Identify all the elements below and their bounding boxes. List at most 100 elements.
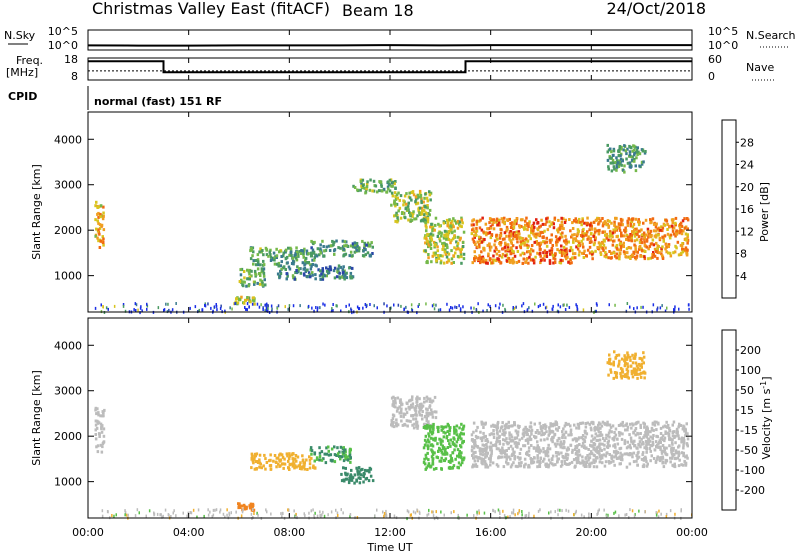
scatter-cell — [332, 303, 334, 306]
scatter-cell — [525, 430, 529, 434]
scatter-cell — [410, 398, 414, 402]
scatter-cell — [601, 241, 604, 245]
scatter-cell — [289, 462, 292, 466]
scatter-cell — [620, 370, 624, 373]
scatter-cell — [523, 465, 526, 469]
scatter-cell — [619, 431, 622, 435]
scatter-cell — [576, 456, 580, 460]
scatter-cell — [624, 362, 627, 366]
scatter-cell — [443, 513, 445, 517]
scatter-cell — [489, 226, 493, 230]
scatter-cell — [487, 231, 490, 235]
scatter-cell — [614, 433, 618, 437]
scatter-cell — [482, 431, 485, 435]
scatter-cell — [440, 428, 443, 432]
scatter-cell — [571, 233, 574, 237]
scatter-cell — [250, 512, 253, 516]
scatter-cell — [308, 455, 311, 459]
scatter-cell — [98, 435, 101, 438]
scatter-cell — [564, 218, 567, 222]
scatter-cell — [363, 186, 366, 190]
scatter-cell — [598, 245, 602, 249]
scatter-cell — [520, 461, 523, 465]
scatter-cell — [351, 245, 355, 249]
scatter-cell — [566, 453, 570, 457]
scatter-cell — [424, 249, 427, 253]
scatter-cell — [99, 212, 102, 216]
scatter-cell — [553, 442, 557, 446]
scatter-cell — [409, 398, 412, 402]
scatter-cell — [562, 427, 565, 431]
scatter-cell — [425, 260, 428, 264]
scatter-cell — [340, 508, 342, 512]
scatter-cell — [505, 460, 508, 464]
scatter-cell — [612, 149, 616, 153]
scatter-cell — [449, 224, 452, 228]
scatter-cell — [581, 421, 585, 425]
scatter-cell — [656, 445, 659, 449]
scatter-cell — [613, 223, 616, 227]
scatter-cell — [548, 429, 551, 433]
scatter-cell — [501, 432, 504, 436]
scatter-cell — [291, 462, 294, 466]
scatter-cell — [430, 260, 433, 264]
scatter-cell — [643, 425, 646, 429]
scatter-cell — [423, 400, 426, 404]
scatter-cell — [621, 374, 624, 378]
scatter-cell — [277, 264, 280, 268]
scatter-cell — [311, 306, 313, 310]
scatter-cell — [228, 513, 231, 517]
scatter-cell — [473, 257, 476, 261]
scatter-cell — [516, 455, 520, 459]
scatter-cell — [133, 308, 135, 312]
scatter-cell — [629, 221, 632, 225]
scatter-cell — [617, 353, 621, 357]
scatter-cell — [97, 221, 100, 225]
scatter-cell — [613, 167, 616, 171]
scatter-cell — [414, 511, 417, 515]
scatter-cell — [292, 457, 295, 461]
scatter-cell — [478, 447, 482, 451]
scatter-cell — [252, 461, 255, 465]
scatter-cell — [625, 357, 629, 361]
scatter-cell — [550, 222, 553, 226]
scatter-cell — [452, 217, 455, 221]
scatter-cell — [625, 157, 628, 161]
scatter-cell — [447, 424, 450, 428]
scatter-cell — [248, 305, 250, 309]
scatter-cell — [622, 424, 625, 428]
scatter-cell — [564, 454, 567, 458]
scatter-cell — [311, 271, 314, 275]
scatter-cell — [322, 457, 325, 461]
scatter-cell — [553, 423, 556, 427]
scatter-cell — [542, 302, 545, 306]
scatter-cell — [640, 457, 644, 461]
scatter-cell — [573, 423, 576, 427]
scatter-cell — [428, 405, 431, 409]
scatter-cell — [639, 426, 642, 429]
scatter-cell — [486, 445, 489, 449]
scatter-cell — [95, 227, 98, 231]
scatter-cell — [674, 451, 678, 455]
scatter-cell — [94, 234, 97, 238]
scatter-cell — [636, 451, 640, 455]
scatter-cell — [556, 309, 559, 313]
scatter-cell — [392, 395, 395, 399]
scatter-cell — [423, 396, 426, 400]
scatter-cell — [604, 246, 607, 250]
scatter-cell — [583, 465, 587, 468]
scatter-cell — [510, 246, 513, 250]
scatter-cell — [624, 230, 627, 234]
scatter-cell — [656, 227, 659, 231]
scatter-cell — [346, 472, 349, 476]
scatter-cell — [312, 508, 314, 512]
scatter-cell — [478, 219, 481, 223]
scatter-cell — [359, 180, 363, 183]
scatter-cell — [591, 257, 594, 261]
scatter-cell — [427, 512, 430, 516]
scatter-cell — [262, 306, 264, 310]
scatter-cell — [623, 164, 626, 168]
scatter-cell — [509, 444, 513, 448]
scatter-cell — [598, 438, 602, 442]
scatter-cell — [653, 448, 657, 452]
